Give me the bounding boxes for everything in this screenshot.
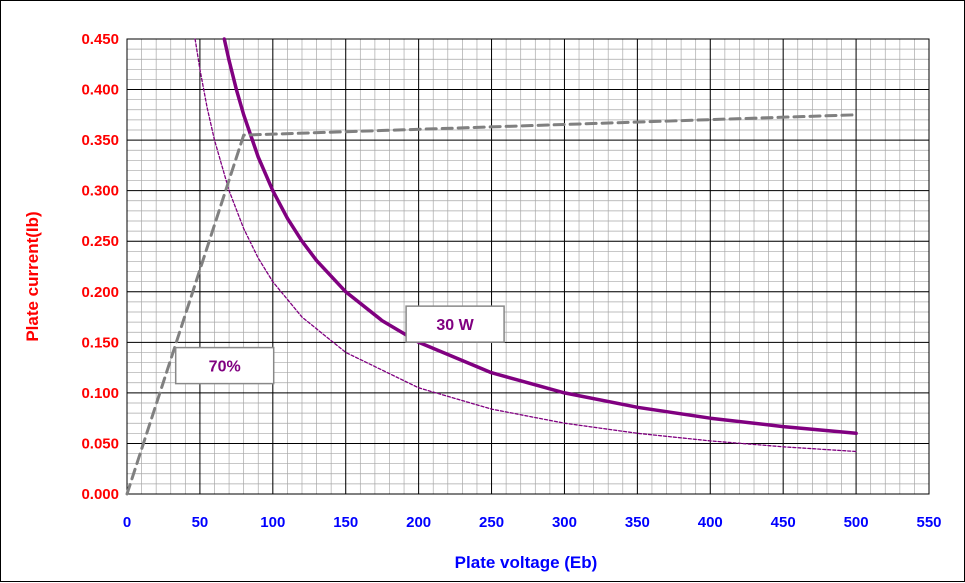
annotation-box bbox=[174, 346, 275, 385]
annotation-label: 70% bbox=[209, 359, 241, 376]
x-tick-label: 150 bbox=[333, 514, 358, 531]
major-grid bbox=[126, 38, 930, 495]
x-tick-label: 400 bbox=[698, 514, 723, 531]
annotation-layer: 30 W 70% bbox=[174, 305, 505, 385]
x-axis-title: Plate voltage (Eb) bbox=[455, 553, 598, 572]
x-tick-label: 300 bbox=[552, 514, 577, 531]
y-tick-label: 0.100 bbox=[81, 385, 119, 402]
x-tick-label: 50 bbox=[192, 514, 209, 531]
y-tick-label: 0.450 bbox=[81, 31, 119, 48]
annotation-box bbox=[405, 305, 505, 343]
y-tick-label: 0.350 bbox=[81, 132, 119, 149]
y-axis-title: Plate current(Ib) bbox=[23, 211, 42, 341]
y-tick-label: 0.150 bbox=[81, 334, 119, 351]
series-line-30-w bbox=[222, 37, 858, 436]
series-line-70 bbox=[194, 38, 857, 453]
y-tick-label: 0.400 bbox=[81, 82, 119, 99]
series-line-load-line bbox=[125, 113, 858, 496]
annotation-label: 30 W bbox=[436, 317, 474, 334]
x-tick-label: 550 bbox=[916, 514, 941, 531]
y-axis-ticks: 0.000 0.050 0.100 0.150 0.200 0.250 0.300 0.350… bbox=[81, 31, 119, 503]
plot-area-border bbox=[126, 38, 930, 495]
x-tick-label: 250 bbox=[479, 514, 504, 531]
y-tick-label: 0.250 bbox=[81, 233, 119, 250]
minor-grid bbox=[126, 38, 930, 495]
x-axis-ticks: 0 50 100 150 200 250 300 350 400 450 500 550 bbox=[123, 514, 942, 531]
y-tick-label: 0.200 bbox=[81, 284, 119, 301]
series-layer bbox=[125, 37, 858, 496]
y-tick-label: 0.050 bbox=[81, 435, 119, 452]
y-tick-label: 0.300 bbox=[81, 183, 119, 200]
x-tick-label: 450 bbox=[771, 514, 796, 531]
x-tick-label: 0 bbox=[123, 514, 131, 531]
x-tick-label: 100 bbox=[260, 514, 285, 531]
x-tick-label: 350 bbox=[625, 514, 650, 531]
x-tick-label: 500 bbox=[844, 514, 869, 531]
x-tick-label: 200 bbox=[406, 514, 431, 531]
y-tick-label: 0.000 bbox=[81, 486, 119, 503]
annotation-70: 70% bbox=[174, 346, 275, 385]
annotation-30-w: 30 W bbox=[405, 305, 505, 343]
